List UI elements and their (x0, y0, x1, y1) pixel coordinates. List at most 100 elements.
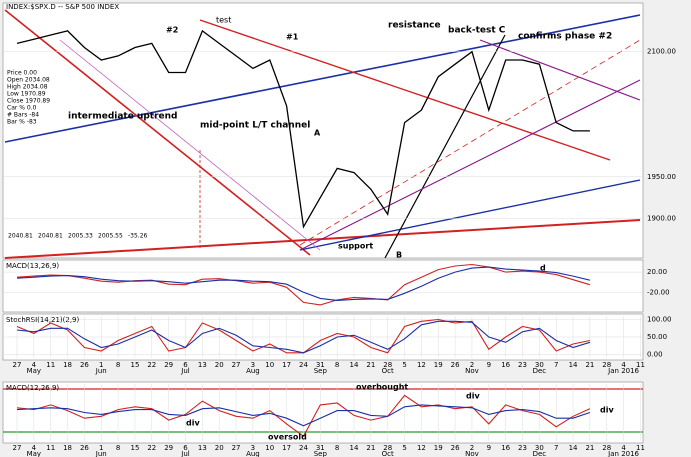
annotation: #2 (166, 26, 178, 35)
y-tick-label: 50.00 (647, 333, 667, 341)
x-tick-label: 18 (63, 361, 72, 369)
x-tick-label: 14 (569, 444, 578, 452)
x-tick-label: 19 (434, 444, 443, 452)
x-tick-label: 6 (183, 444, 188, 452)
x-tick-label: 27 (13, 444, 22, 452)
y-tick-label: 1900.00 (647, 214, 676, 222)
x-tick-label: 17 (282, 361, 291, 369)
data-line (16, 29, 590, 229)
x-tick-label: 31 (316, 361, 325, 369)
data-line (16, 320, 591, 354)
x-tick-label: 8 (335, 444, 339, 452)
x-tick-label: 17 (282, 444, 291, 452)
readout: 2040.81 (38, 233, 63, 240)
x-tick-label: 11 (636, 361, 645, 369)
x-tick-label: 27 (232, 361, 241, 369)
x-tick-label: 11 (46, 444, 55, 452)
month-label: Jan 2016 (607, 450, 639, 457)
x-tick-label: 30 (535, 444, 544, 452)
annotation: test (216, 16, 231, 25)
x-tick-label: 3 (251, 444, 255, 452)
x-tick-label: 20 (215, 361, 224, 369)
x-tick-label: 8 (116, 444, 120, 452)
x-tick-label: 8 (116, 361, 120, 369)
x-tick-label: 16 (501, 444, 510, 452)
x-tick-label: 9 (487, 444, 491, 452)
trendlines (3, 9, 643, 433)
x-tick-label: 23 (518, 361, 527, 369)
info-line: High 2034.08 (7, 84, 48, 91)
y-tick-label: 2100.00 (647, 48, 676, 56)
x-tick-label: 21 (585, 444, 594, 452)
x-tick-label: 30 (535, 361, 544, 369)
x-tick-label: 26 (451, 444, 460, 452)
month-label: Jul (180, 367, 190, 375)
x-tick-label: 12 (417, 361, 426, 369)
x-tick-label: 8 (335, 361, 339, 369)
annotation: A (314, 129, 321, 138)
x-tick-label: 7 (554, 361, 558, 369)
x-tick-label: 18 (63, 444, 72, 452)
x-tick-label: 28 (383, 361, 392, 369)
x-tick-label: 14 (569, 361, 578, 369)
x-tick-label: 10 (265, 444, 274, 452)
x-tick-label: 1 (99, 361, 103, 369)
month-label: Sep (314, 450, 328, 457)
month-label: Oct (382, 450, 394, 457)
x-tick-label: 22 (147, 361, 156, 369)
month-label: Dec (533, 450, 547, 457)
x-tick-label: 20 (215, 444, 224, 452)
trendline (299, 179, 641, 251)
month-label: Nov (465, 450, 479, 457)
price-pane (2, 2, 644, 259)
x-tick-label: 27 (13, 361, 22, 369)
macd2-pane (2, 381, 644, 444)
x-tick-label: 4 (32, 361, 37, 369)
month-label: Sep (314, 367, 328, 375)
x-tick-label: 13 (198, 444, 207, 452)
month-label: Jun (95, 367, 107, 375)
data-line (16, 266, 591, 301)
x-tick-label: 28 (602, 361, 611, 369)
annotation: oversold (268, 433, 307, 442)
x-tick-label: 15 (130, 361, 139, 369)
x-tick-label: 28 (383, 444, 392, 452)
x-tick-label: 22 (147, 444, 156, 452)
annotation: confirms phase #2 (518, 32, 612, 42)
info-line: Low 1970.89 (7, 91, 46, 98)
annotation: resistance (388, 21, 441, 31)
x-tick-label: 6 (183, 361, 188, 369)
annotation: intermediate uptrend (68, 112, 178, 122)
x-tick-label: 4 (621, 361, 626, 369)
readout: 2005.55 (98, 233, 123, 240)
y-tick-label: -20.00 (647, 288, 670, 296)
x-tick-label: 11 (636, 444, 645, 452)
x-tick-label: 2 (470, 444, 474, 452)
trendline (59, 39, 321, 251)
x-tick-label: 21 (366, 361, 375, 369)
month-label: Dec (533, 367, 547, 375)
panel-title: StochRSI(14,21)(2,9) (6, 316, 79, 324)
y-tick-label: 20.00 (647, 268, 667, 276)
x-tick-label: 1 (99, 444, 103, 452)
info-line: Price 0.00 (7, 70, 37, 77)
macd-pane (2, 259, 644, 313)
x-tick-label: 5 (402, 361, 406, 369)
month-label: May (27, 367, 41, 375)
x-tick-label: 21 (585, 361, 594, 369)
x-tick-label: 29 (164, 361, 173, 369)
annotation: B (396, 251, 402, 260)
info-line: Open 2034.08 (7, 77, 50, 84)
trendline (4, 14, 641, 143)
x-tick-label: 4 (621, 444, 626, 452)
panel-title: MACD(13,26,9) (6, 262, 59, 270)
trendline (199, 19, 611, 161)
x-tick-label: 14 (350, 444, 359, 452)
x-tick-label: 3 (251, 361, 255, 369)
x-tick-label: 26 (80, 444, 89, 452)
month-label: Aug (246, 367, 260, 375)
trendline (299, 79, 641, 251)
panel-title: MACD(12,26,9) (6, 384, 59, 392)
x-tick-label: 19 (434, 361, 443, 369)
